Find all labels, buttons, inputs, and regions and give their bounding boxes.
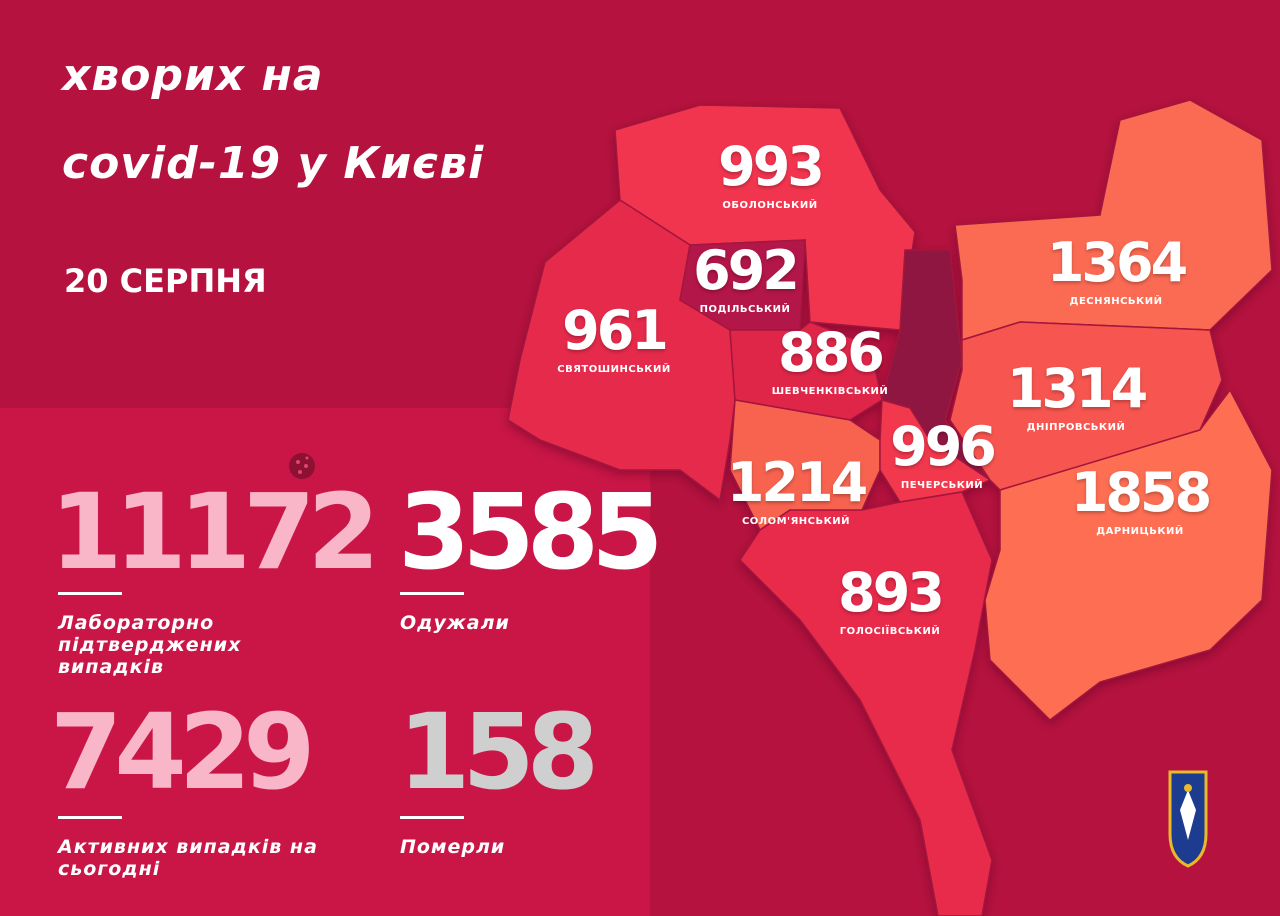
district-value: 1214	[726, 451, 868, 514]
district-value: 1314	[1006, 357, 1148, 420]
district-name: ПЕЧЕРСЬКИЙ	[900, 480, 984, 491]
title-line-2: covid-19 у Києві	[62, 138, 485, 189]
district-name: ШЕВЧЕНКІВСЬКИЙ	[771, 386, 889, 397]
district-name: ДНІПРОВСЬКИЙ	[1026, 422, 1126, 433]
confirmed-count: 11172	[50, 471, 380, 593]
deaths-label: Померли	[400, 836, 506, 858]
deaths-count: 158	[398, 691, 599, 813]
district-darnytskyi-shape[interactable]	[984, 388, 1273, 721]
district-name: ОБОЛОНСЬКИЙ	[722, 200, 818, 211]
district-name: СОЛОМ'ЯНСЬКИЙ	[741, 516, 851, 527]
divider	[58, 816, 122, 819]
recovered-label: Одужали	[400, 612, 510, 634]
district-value: 893	[838, 561, 945, 624]
district-value: 1858	[1070, 461, 1212, 524]
virus-icon	[289, 453, 315, 479]
district-name: ДАРНИЦЬКИЙ	[1096, 526, 1184, 537]
district-name: ГОЛОСІЇВСЬКИЙ	[839, 626, 941, 637]
confirmed-label: Лабораторно підтверджених випадків	[58, 612, 242, 678]
district-name: СВЯТОШИНСЬКИЙ	[557, 364, 671, 375]
district-name: ПОДІЛЬСЬКИЙ	[699, 304, 791, 315]
district-value: 886	[778, 321, 885, 384]
district-value: 996	[890, 415, 997, 478]
district-value: 692	[693, 239, 800, 302]
active-label: Активних випадків на сьогодні	[58, 836, 318, 880]
district-value: 1364	[1046, 231, 1188, 294]
recovered-count: 3585	[398, 471, 663, 593]
district-value: 993	[718, 135, 825, 198]
report-date: 20 СЕРПНЯ	[64, 262, 267, 300]
district-desnianskyi-shape[interactable]	[954, 99, 1273, 342]
title-line-1: хворих на	[62, 50, 324, 101]
district-holosiivskyi-shape[interactable]	[739, 491, 993, 916]
divider	[58, 592, 122, 595]
stats-panel	[0, 408, 650, 916]
divider	[400, 816, 464, 819]
district-name: ДЕСНЯНСЬКИЙ	[1069, 296, 1163, 307]
divider	[400, 592, 464, 595]
district-value: 961	[562, 299, 669, 362]
active-count: 7429	[50, 691, 315, 813]
kyiv-emblem	[1168, 770, 1208, 868]
